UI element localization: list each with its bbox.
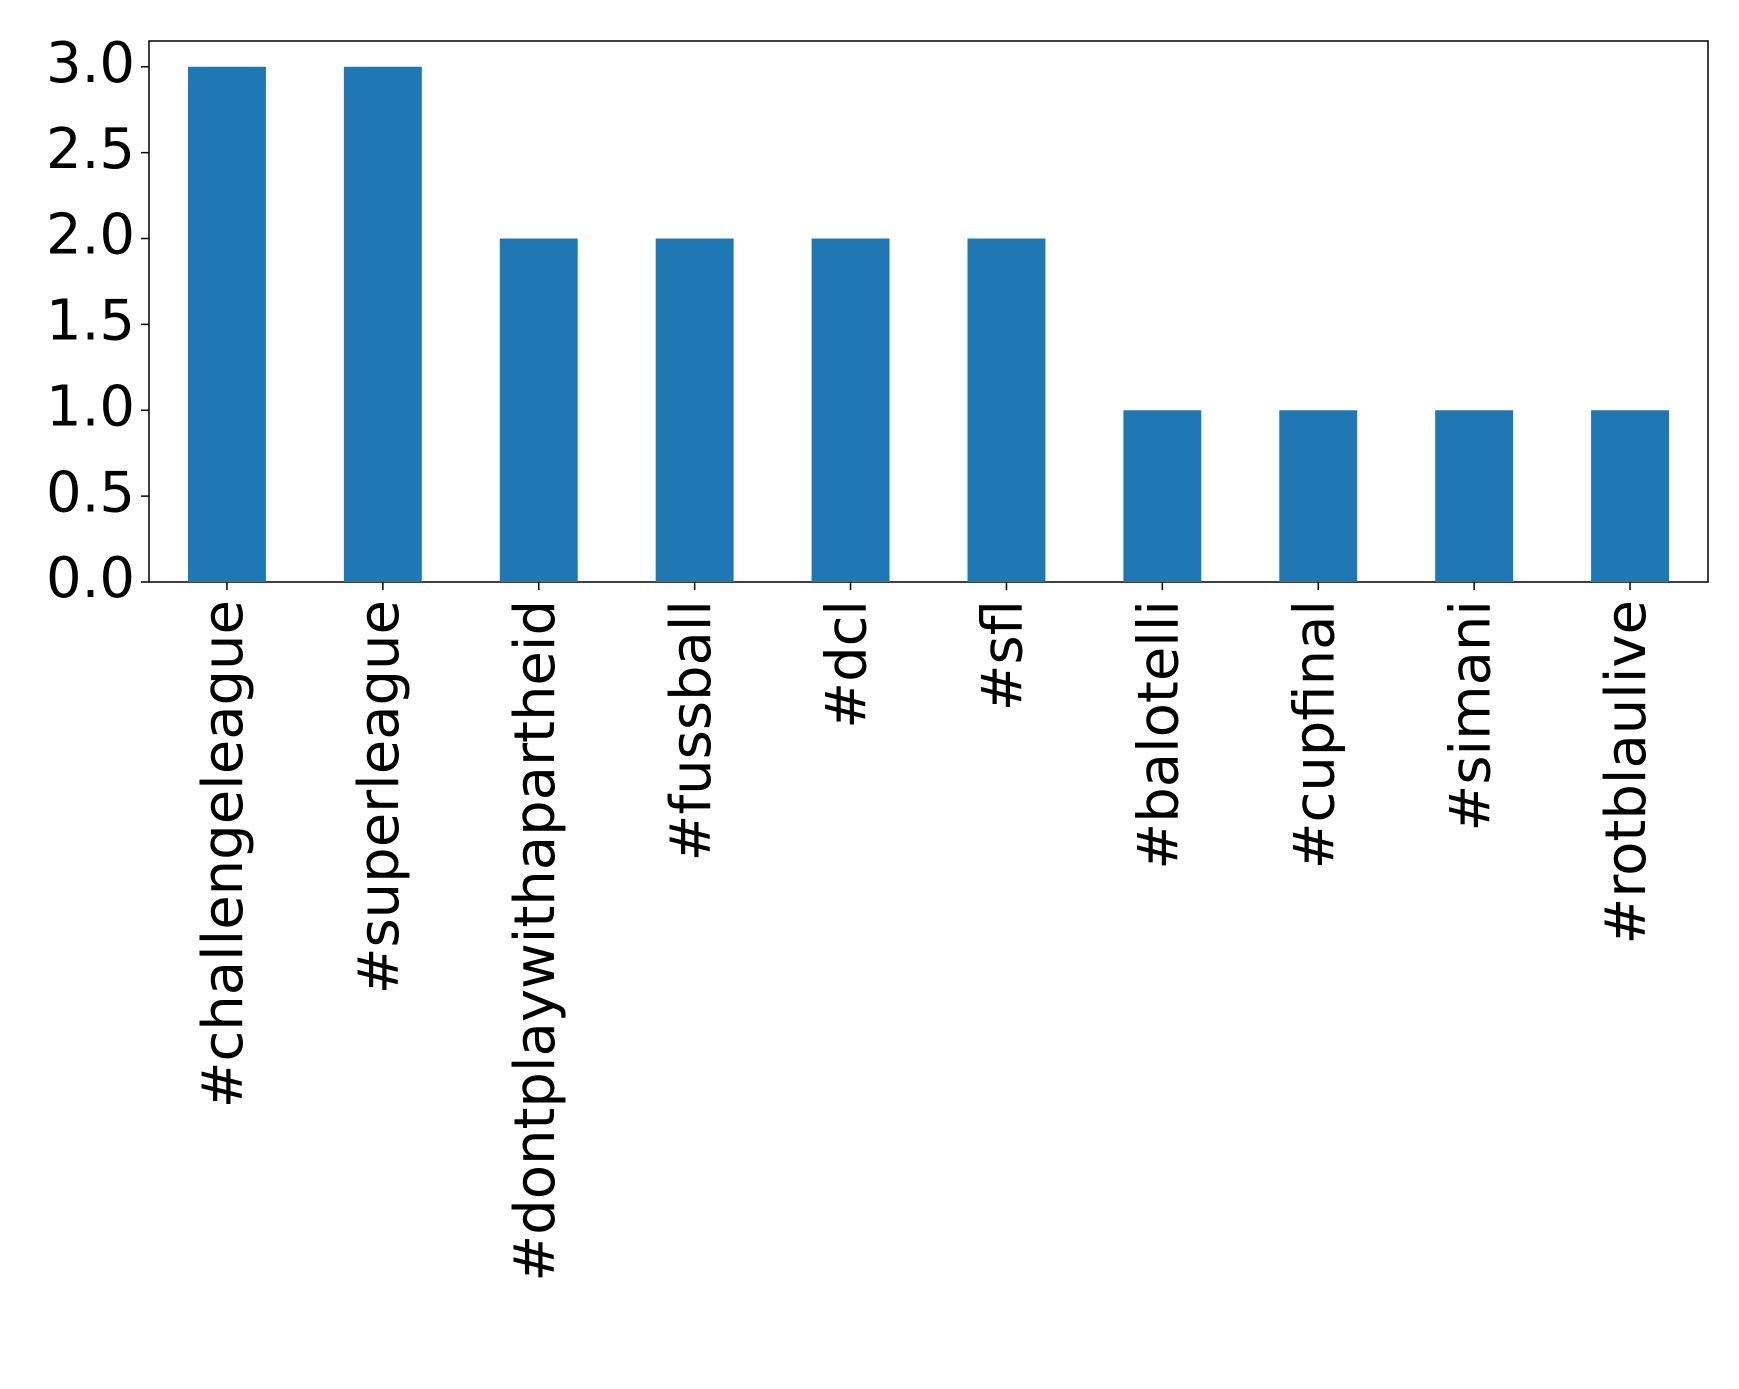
x-tick-label: #cupfinal xyxy=(1282,600,1347,869)
bar xyxy=(1123,410,1202,582)
x-tick-label: #sfl xyxy=(971,600,1036,711)
x-tick-label: #dontplaywithapartheid xyxy=(503,600,568,1282)
x-tick-label: #challengeleague xyxy=(191,600,256,1108)
bar xyxy=(499,238,578,582)
x-tick-label: #fussball xyxy=(659,600,724,861)
y-tick-label: 2.0 xyxy=(46,203,135,268)
y-tick-label: 3.0 xyxy=(46,31,135,96)
x-tick-label: #superleague xyxy=(347,600,412,994)
y-tick-label: 0.5 xyxy=(46,460,135,525)
y-tick-label: 2.5 xyxy=(46,117,135,182)
bar xyxy=(1435,410,1514,582)
y-tick-label: 1.5 xyxy=(46,289,135,354)
x-tick-label: #dcl xyxy=(815,600,880,729)
y-tick-label: 1.0 xyxy=(46,374,135,439)
x-tick-label: #rotblaulive xyxy=(1594,600,1659,945)
x-tick-label: #balotelli xyxy=(1126,600,1191,870)
bar xyxy=(187,66,266,582)
bar xyxy=(655,238,734,582)
bar xyxy=(1279,410,1358,582)
bar xyxy=(811,238,890,582)
bar xyxy=(343,66,422,582)
bar xyxy=(1591,410,1670,582)
bar xyxy=(967,238,1046,582)
y-tick-label: 0.0 xyxy=(46,546,135,611)
plot-frame xyxy=(148,40,1709,583)
x-tick-label: #simani xyxy=(1438,600,1503,832)
